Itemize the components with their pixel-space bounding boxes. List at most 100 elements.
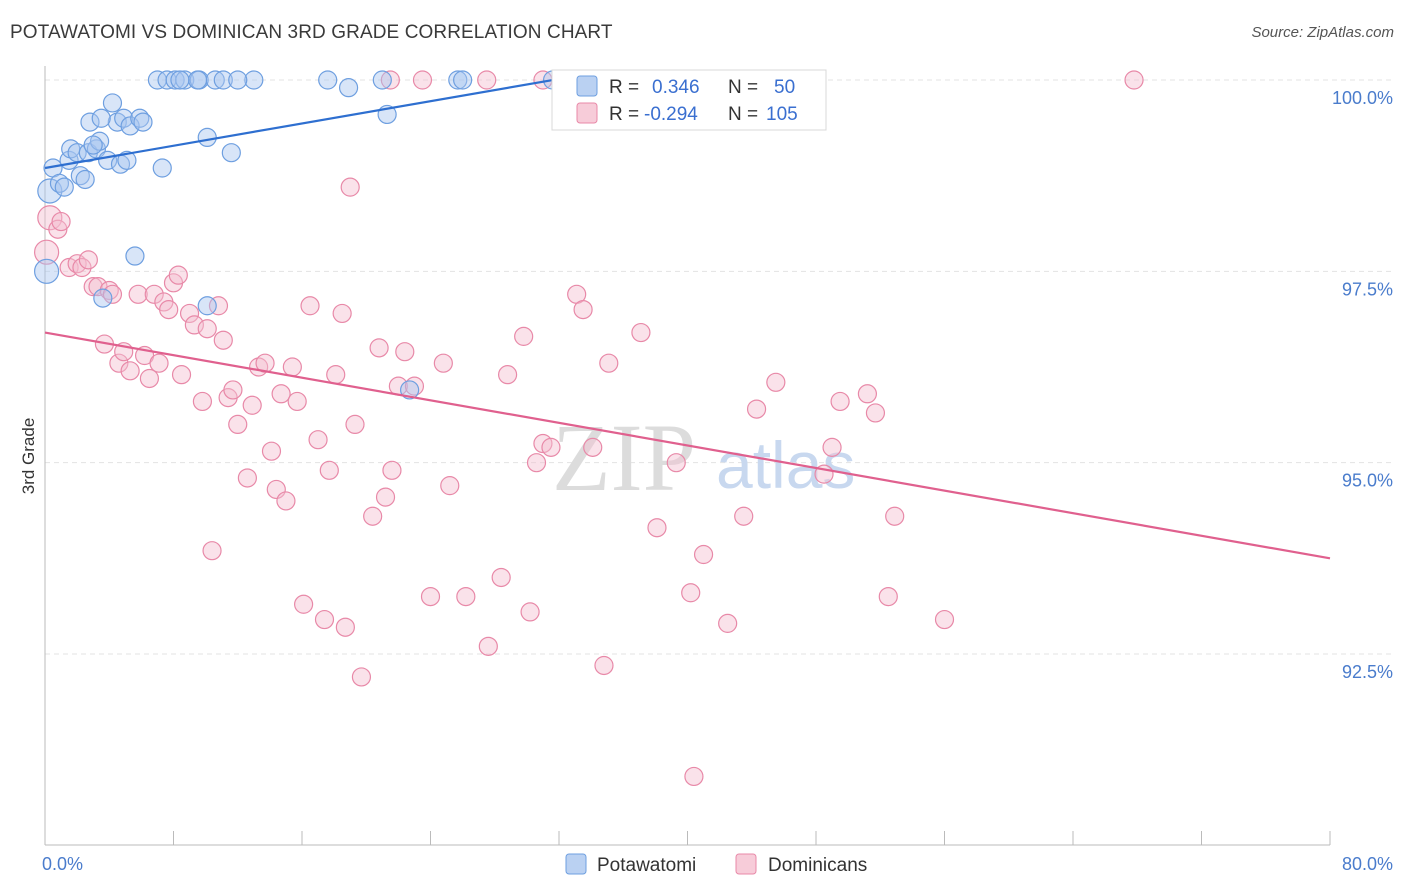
dominicans-point-18 xyxy=(139,368,160,389)
legend-r-value-1: 0.346 xyxy=(652,77,700,98)
dominicans-point-83 xyxy=(666,453,686,473)
dominicans-point-97 xyxy=(885,506,905,526)
dominicans-point-48 xyxy=(308,430,328,450)
y-tick-labels: 92.5% 95.0% 97.5% 100.0% xyxy=(1332,88,1393,682)
dominicans-point-12 xyxy=(102,284,123,304)
potawatomi-point-37 xyxy=(318,70,338,90)
potawatomi-point-4 xyxy=(54,177,74,197)
x-tick-label-0: 0.0% xyxy=(42,854,83,874)
dominicans-point-88 xyxy=(734,506,754,526)
dominicans-point-30 xyxy=(202,541,222,561)
dominicans-point-19 xyxy=(144,284,164,304)
legend-n-label-2: N = xyxy=(728,104,758,125)
dominicans-point-50 xyxy=(319,460,339,480)
dominicans-point-68 xyxy=(478,636,498,656)
watermark-zip: ZIP xyxy=(552,404,696,511)
dominicans-point-73 xyxy=(526,453,547,473)
dominicans-point-29 xyxy=(197,319,217,339)
dominicans-point-25 xyxy=(171,365,192,385)
series-legend-swatch-dominicans xyxy=(735,853,757,875)
dominicans-point-90 xyxy=(766,372,786,392)
dominicans-point-7 xyxy=(78,250,98,270)
potawatomi-point-11 xyxy=(80,112,100,132)
dominicans-point-44 xyxy=(282,357,302,377)
legend-r-label-1: R = xyxy=(609,77,639,98)
dominicans-point-59 xyxy=(375,487,396,507)
legend-swatch-potawatomi xyxy=(576,75,598,97)
dominicans-point-52 xyxy=(332,303,352,324)
potawatomi-point-0 xyxy=(34,258,60,284)
potawatomi-point-49 xyxy=(83,135,103,155)
dominicans-point-77 xyxy=(573,300,593,320)
y-tick-label-1: 95.0% xyxy=(1342,471,1393,491)
potawatomi-trend-line xyxy=(44,75,576,170)
dominicans-point-0 xyxy=(34,239,60,265)
dominicans-point-6 xyxy=(72,257,92,278)
potawatomi-point-19 xyxy=(114,108,134,128)
dominicans-trend-line xyxy=(44,331,1331,560)
dominicans-point-24 xyxy=(168,265,188,285)
dominicans-point-87 xyxy=(718,613,738,633)
dominicans-point-35 xyxy=(228,414,248,434)
dominicans-point-67 xyxy=(456,586,476,607)
potawatomi-point-46 xyxy=(170,70,190,90)
dominicans-point-47 xyxy=(300,296,320,316)
series-legend-dominicans: Dominicans xyxy=(768,855,867,876)
potawatomi-point-32 xyxy=(197,127,217,147)
dominicans-point-64 xyxy=(420,586,441,607)
y-axis-title: 3rd Grade xyxy=(19,418,38,495)
dominicans-point-26 xyxy=(179,303,200,324)
x-tick-label-1: 80.0% xyxy=(1342,854,1393,874)
legend-n-label-1: N = xyxy=(728,77,758,98)
y-tick-label-0: 92.5% xyxy=(1342,662,1393,682)
dominicans-point-89 xyxy=(746,399,767,419)
watermark: ZIP atlas xyxy=(552,404,855,511)
dominicans-point-98 xyxy=(934,609,955,630)
dominicans-point-31 xyxy=(208,296,229,316)
dominicans-point-66 xyxy=(440,476,460,496)
dominicans-point-92 xyxy=(822,437,842,457)
dominicans-point-70 xyxy=(498,365,518,385)
dominicans-point-22 xyxy=(159,300,179,320)
potawatomi-point-39 xyxy=(372,70,392,90)
dominicans-point-34 xyxy=(223,380,243,400)
dominicans-point-60 xyxy=(382,460,402,480)
dominicans-point-32 xyxy=(213,330,233,350)
potawatomi-point-31 xyxy=(197,296,217,316)
dominicans-point-75 xyxy=(541,437,561,457)
potawatomi-point-34 xyxy=(213,70,233,90)
potawatomi-point-41 xyxy=(400,380,420,400)
dominicans-point-55 xyxy=(345,414,365,434)
potawatomi-point-38 xyxy=(338,78,359,98)
dominicans-point-100 xyxy=(380,70,400,90)
legend-n-value-1: 50 xyxy=(774,77,795,98)
y-tick-label-2: 97.5% xyxy=(1342,279,1393,299)
dominicans-point-16 xyxy=(128,284,148,304)
dominicans-point-85 xyxy=(684,766,704,787)
dominicans-point-79 xyxy=(594,655,614,676)
dominicans-point-51 xyxy=(326,365,346,385)
potawatomi-point-44 xyxy=(91,108,111,128)
potawatomi-point-14 xyxy=(93,288,113,308)
series-legend: Potawatomi Dominicans xyxy=(565,853,867,876)
dominicans-point-42 xyxy=(271,384,291,404)
dominicans-point-1 xyxy=(37,205,63,231)
x-tick-labels: 0.0% 80.0% xyxy=(42,854,1393,874)
potawatomi-point-26 xyxy=(152,158,172,178)
dominicans-point-84 xyxy=(681,583,701,603)
potawatomi-point-9 xyxy=(75,169,95,190)
dominicans-point-36 xyxy=(237,468,257,488)
dominicans-point-101 xyxy=(412,70,433,90)
dominicans-point-102 xyxy=(477,70,497,90)
dominicans-point-86 xyxy=(693,544,714,565)
potawatomi-point-16 xyxy=(102,93,123,113)
series-legend-potawatomi: Potawatomi xyxy=(597,855,696,876)
potawatomi-point-36 xyxy=(244,70,264,90)
dominicans-point-72 xyxy=(520,602,540,622)
dominicans-point-78 xyxy=(583,437,603,457)
potawatomi-point-45 xyxy=(187,70,208,90)
dominicans-point-69 xyxy=(491,567,511,588)
y-tick-label-3: 100.0% xyxy=(1332,88,1393,108)
dominicans-point-58 xyxy=(369,338,389,358)
